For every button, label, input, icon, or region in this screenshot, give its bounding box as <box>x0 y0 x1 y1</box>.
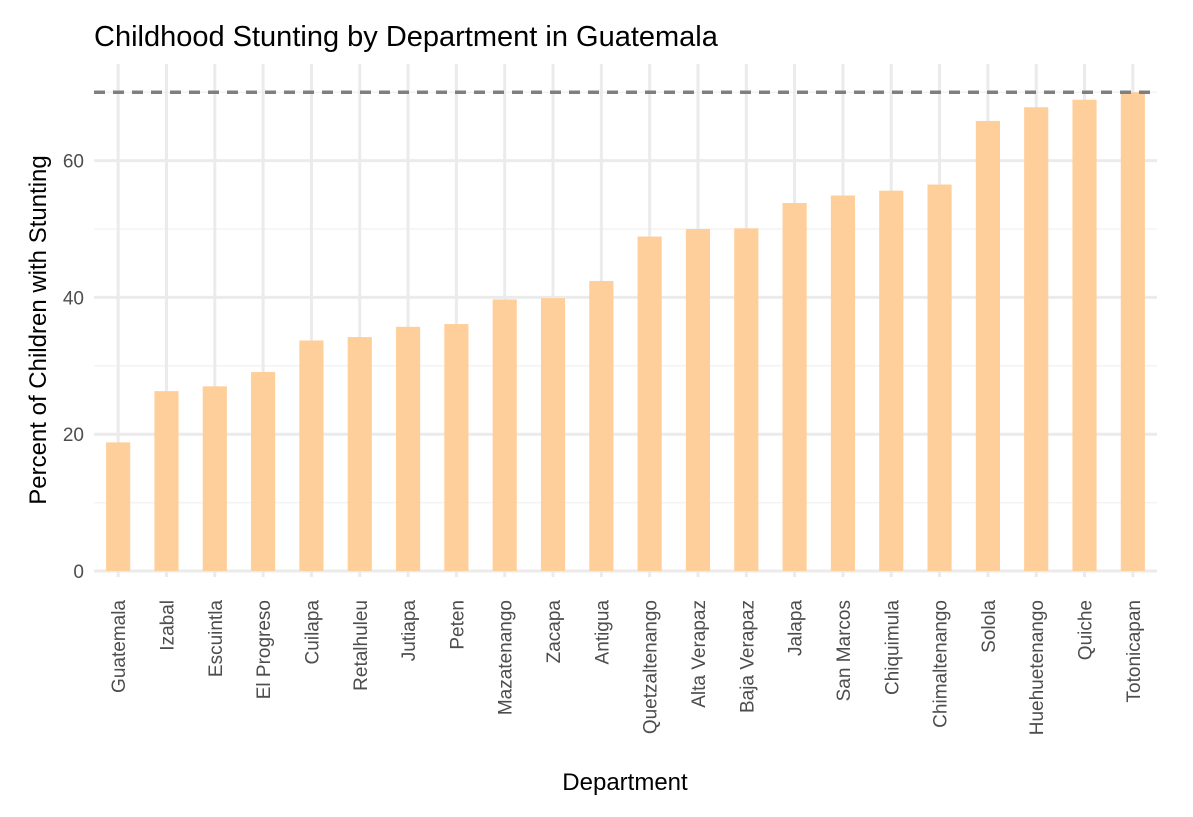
y-tick-label: 20 <box>63 425 84 446</box>
y-tick-label: 60 <box>63 152 84 173</box>
bar-jalapa <box>782 203 807 571</box>
bar-peten <box>444 324 469 571</box>
x-tick-label: Alta Verapaz <box>689 600 710 708</box>
bars <box>106 92 1145 572</box>
bar-chimaltenango <box>927 184 952 572</box>
bar-quiche <box>1072 99 1097 571</box>
x-axis-title: Department <box>562 769 688 796</box>
x-tick-label: Quiche <box>1076 600 1097 660</box>
x-tick-label: Huehuetenango <box>1027 600 1048 735</box>
y-axis-ticks: 0 20 40 60 <box>63 152 84 583</box>
bar-san-marcos <box>830 195 856 571</box>
bar-antigua <box>589 280 614 571</box>
bar-quetzaltenango <box>637 236 662 572</box>
x-tick-label: Baja Verapaz <box>737 600 758 713</box>
bar-baja-verapaz <box>734 228 759 572</box>
x-tick-label: Izabal <box>157 600 178 651</box>
bar-mazatenango <box>492 299 517 571</box>
bar-chiquimula <box>879 190 904 572</box>
x-tick-label: Quetzaltenango <box>641 600 662 734</box>
x-axis-ticks: Guatemala Izabal Escuintla El Progreso Cuila… <box>109 600 1145 736</box>
y-axis-title: Percent of Children with Stunting <box>25 155 52 505</box>
bar-el-progreso <box>251 371 276 571</box>
x-tick-label: Mazatenango <box>496 600 517 715</box>
bar-zacapa <box>540 298 566 571</box>
x-tick-label: Jalapa <box>786 600 807 656</box>
x-tick-label: Chiquimula <box>882 600 903 695</box>
x-tick-label: Antigua <box>592 600 613 665</box>
x-tick-label: Cuilapa <box>302 600 323 665</box>
x-tick-label: Jutiapa <box>399 600 420 662</box>
chart-title: Childhood Stunting by Department in Guat… <box>94 21 719 53</box>
x-tick-label: San Marcos <box>834 600 855 701</box>
bar-alta-verapaz <box>685 229 711 571</box>
x-tick-label: Totonicapan <box>1124 600 1145 702</box>
x-tick-label: Peten <box>447 600 468 650</box>
bar-cuilapa <box>299 340 324 571</box>
x-tick-label: Solola <box>979 600 1000 653</box>
x-tick-label: Retalhuleu <box>351 600 372 691</box>
x-tick-label: Zacapa <box>544 600 565 664</box>
x-tick-label: Guatemala <box>109 600 130 693</box>
bar-retalhuleu <box>347 337 372 571</box>
bar-guatemala <box>106 442 131 571</box>
bar-solola <box>975 120 1000 571</box>
x-tick-label: El Progreso <box>254 600 275 699</box>
y-tick-label: 0 <box>73 562 84 583</box>
x-tick-label: Escuintla <box>206 600 227 678</box>
bar-totonicapan <box>1120 92 1145 571</box>
bar-izabal <box>154 391 179 571</box>
y-tick-label: 40 <box>63 288 84 309</box>
bar-escuintla <box>202 386 227 571</box>
x-tick-label: Chimaltenango <box>931 600 952 728</box>
bar-huehuetenango <box>1024 107 1049 572</box>
bar-jutiapa <box>395 326 421 571</box>
